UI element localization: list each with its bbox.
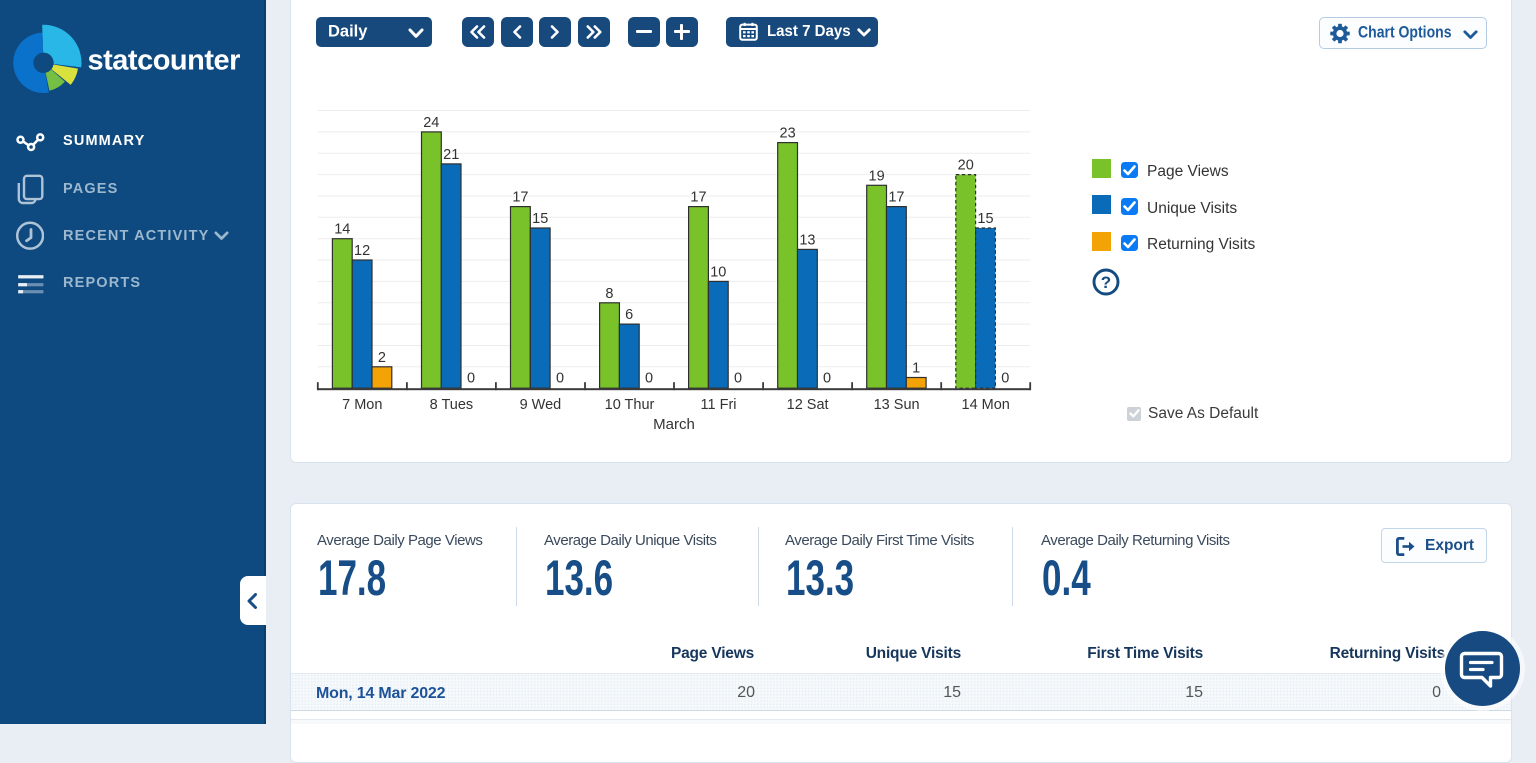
svg-text:12: 12 <box>354 243 370 259</box>
svg-text:0: 0 <box>823 371 831 387</box>
svg-text:March: March <box>653 416 695 433</box>
svg-text:0: 0 <box>556 371 564 387</box>
svg-text:6: 6 <box>625 307 633 323</box>
svg-text:8: 8 <box>605 286 613 302</box>
svg-text:14 Mon: 14 Mon <box>962 397 1010 413</box>
svg-text:12 Sat: 12 Sat <box>787 397 829 413</box>
svg-text:8 Tues: 8 Tues <box>430 397 474 413</box>
svg-text:10: 10 <box>710 264 726 280</box>
svg-text:20: 20 <box>958 158 974 174</box>
svg-text:15: 15 <box>977 211 993 227</box>
svg-text:9 Wed: 9 Wed <box>520 397 562 413</box>
svg-text:17: 17 <box>690 190 706 206</box>
svg-text:24: 24 <box>423 115 439 131</box>
svg-text:11 Fri: 11 Fri <box>701 397 737 413</box>
svg-text:0: 0 <box>467 371 475 387</box>
svg-text:14: 14 <box>334 222 350 238</box>
svg-text:21: 21 <box>443 147 459 163</box>
svg-text:0: 0 <box>645 371 653 387</box>
svg-text:19: 19 <box>869 168 885 184</box>
svg-text:13 Sun: 13 Sun <box>874 397 920 413</box>
svg-text:15: 15 <box>532 211 548 227</box>
svg-text:0: 0 <box>734 371 742 387</box>
svg-text:10 Thur: 10 Thur <box>605 397 655 413</box>
svg-text:7 Mon: 7 Mon <box>342 397 382 413</box>
svg-text:0: 0 <box>1001 371 1009 387</box>
svg-text:statcounter: statcounter <box>88 45 241 77</box>
svg-text:1: 1 <box>912 361 920 377</box>
svg-text:13: 13 <box>799 232 815 248</box>
svg-text:17: 17 <box>888 190 904 206</box>
svg-text:17: 17 <box>512 190 528 206</box>
svg-text:23: 23 <box>780 126 796 142</box>
svg-text:2: 2 <box>378 350 386 366</box>
svg-text:?: ? <box>1100 273 1110 292</box>
